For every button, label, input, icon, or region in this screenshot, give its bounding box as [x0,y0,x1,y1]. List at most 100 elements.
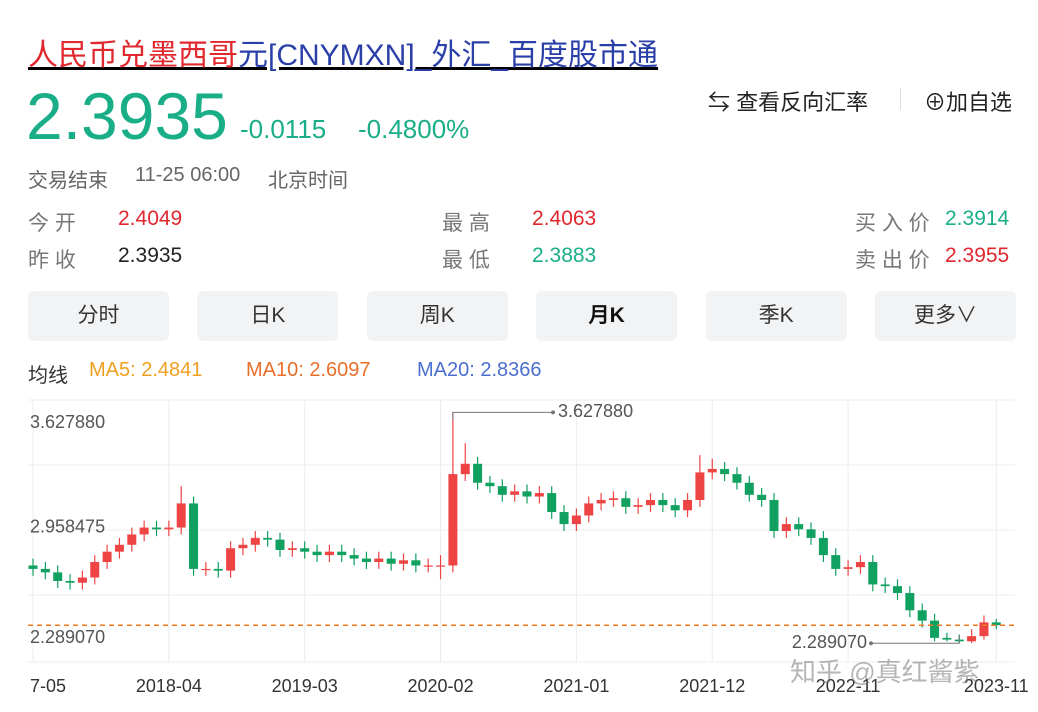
candle-body [880,584,890,587]
change: -0.0115 [240,114,327,144]
candle-body [238,544,248,549]
candle-body [596,499,606,504]
annotation-leader [871,635,960,644]
candle-body [744,482,754,495]
candle-body [818,537,828,556]
candle-body [361,558,371,563]
candle-body [831,555,841,569]
candle-body [28,565,38,569]
y-tick-label: 2.958475 [30,517,105,537]
candle-body [189,503,199,569]
add-watchlist-button[interactable]: ⊕加自选 [924,90,1013,115]
candle-body [534,493,544,497]
candle-body [695,472,705,500]
quote-value: 2.4063 [532,207,597,230]
reverse-rate-text: 查看反向汇率 [736,90,869,115]
candle-body [127,534,137,545]
candle-body [473,463,483,483]
candle-body [226,548,236,571]
candle-body [114,544,124,552]
candle-body [621,498,631,507]
candle-body [287,548,297,550]
quote-label: 最 低 [442,249,490,272]
quote-value: 2.3955 [945,244,1010,267]
x-tick-label: 2019-03 [272,676,338,696]
timezone: 北京时间 [268,170,348,192]
tab[interactable]: 日K [197,291,339,341]
x-tick-label: 2022-11 [816,676,881,696]
candle-body [374,558,384,563]
candle-body [584,503,594,516]
tab[interactable]: 分时 [28,291,169,341]
candle-body [893,586,902,594]
x-tick-label: 2023-11 [964,676,1029,696]
tab[interactable]: 更多∨ [875,291,1016,341]
candle-body [423,565,433,567]
candle-body [448,474,458,566]
candle-body [460,463,470,475]
quote-label: 最 高 [442,212,490,235]
title-highlight: 人民币兑墨西哥 [28,39,238,72]
annotation-dot [869,641,873,646]
candle-body [967,636,977,642]
separator [900,88,901,110]
candle-body [855,562,865,568]
candle-body [485,482,495,487]
reverse-rate-button[interactable]: ⇆ 查看反向汇率 [708,90,869,115]
candle-body [868,562,878,585]
candle-body [794,524,804,530]
candle-body [806,529,816,538]
candle-body [917,610,927,621]
annotation-label: 3.627880 [558,401,633,421]
quote-value: 2.3935 [118,244,183,267]
watermark: 知乎 @真红酱紫 [790,657,980,687]
candle-body [510,491,520,495]
quote-value: 2.3914 [945,207,1010,230]
candle-body [720,468,730,475]
x-tick-label: 7-05 [30,676,66,696]
quote-label: 昨 收 [28,249,76,272]
candle-body [324,551,334,556]
candle-body [942,637,952,640]
candle-body [497,486,507,495]
annotation-dot [551,410,555,415]
candle-body [399,560,408,564]
candle-body [547,493,557,513]
y-tick-label: 2.289070 [30,627,105,647]
annotation-leader [452,411,553,421]
candle-body [164,527,174,530]
quote-value: 2.4049 [118,207,183,230]
candle-body [658,499,668,506]
candle-body [571,515,581,525]
grid [28,399,1015,663]
candle-body [300,548,310,552]
candle-body [930,620,940,638]
candle-body [769,499,779,531]
tab[interactable]: 周K [366,291,508,341]
annotation-label: 2.289070 [792,632,867,652]
candle-body [522,491,532,497]
candle-body [77,577,87,583]
x-tick-label: 2020-02 [408,676,474,696]
candle-body [275,539,285,550]
candle-body [646,499,655,506]
tab[interactable]: 季K [705,291,847,341]
candle-body [53,572,63,581]
candle-body [979,622,989,637]
tab[interactable]: 月K [536,291,678,341]
title-rest: 元[CNYMXN]_外汇_百度股市通 [238,39,659,72]
time: 11-25 06:00 [135,164,241,186]
status: 交易结束 [28,170,108,192]
quote-label: 买 入 价 [855,212,930,235]
add-watchlist-text: 加自选 [946,90,1013,115]
candle-body [90,562,100,578]
candle-body [781,524,791,531]
candle-body [411,560,421,566]
candle-body [905,593,915,611]
page-title[interactable]: 人民币兑墨西哥元[CNYMXN]_外汇_百度股市通 [28,30,658,74]
candle-body [213,568,223,571]
price: 2.3935 [26,79,228,153]
candle-body [757,494,767,500]
